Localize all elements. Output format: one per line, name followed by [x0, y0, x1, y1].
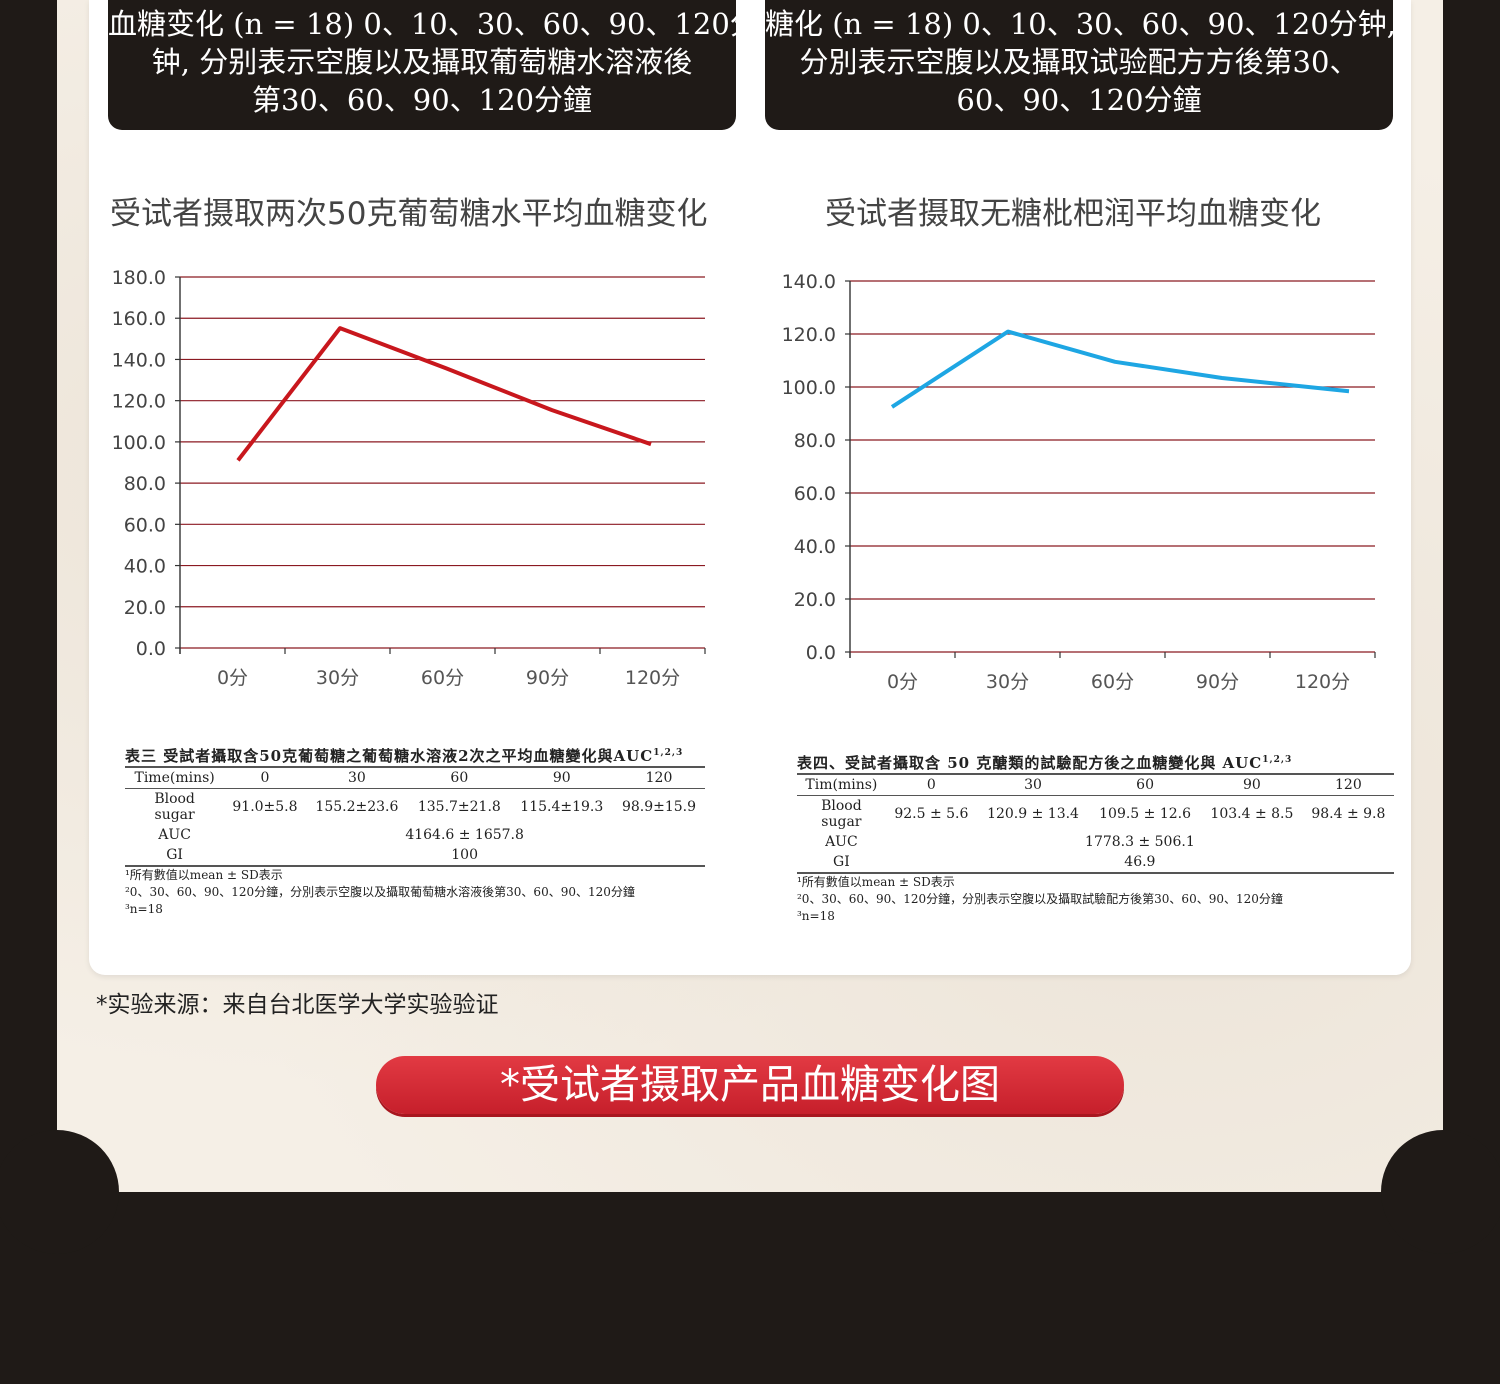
left-ytick-label: 40.0 [124, 556, 166, 578]
left-header-line-2: 钟, 分别表示空腹以及攝取葡萄糖水溶液後 [151, 45, 693, 79]
right-header-line-3: 60、90、120分鐘 [956, 83, 1202, 117]
right-footnote-1: ¹所有數值以mean ± SD表示 [797, 875, 955, 889]
left-table-caption-text: 表三 受試者攝取含50克葡萄糖之葡萄糖水溶液2次之平均血糖變化與AUC [125, 747, 654, 765]
right-th-30: 30 [977, 773, 1090, 796]
left-blood-label-2: sugar [154, 807, 195, 823]
left-xtick-label: 60分 [421, 667, 464, 689]
right-row-label-gi: GI [797, 852, 886, 874]
right-ytick-label: 140.0 [782, 271, 836, 293]
left-header-box: 血糖变化 (n = 18) 0、10、30、60、90、120分 钟, 分别表示… [108, 0, 759, 130]
left-ytick-label: 100.0 [112, 432, 166, 454]
source-note: *实验来源：来自台北医学大学实验验证 [96, 992, 499, 1018]
right-bs-90: 103.4 ± 8.5 [1210, 806, 1294, 822]
left-table-caption-sup: 1,2,3 [653, 748, 684, 758]
left-ytick-label: 160.0 [112, 308, 166, 330]
right-table-caption-sup: 1,2,3 [1262, 755, 1293, 765]
right-th-60: 60 [1089, 773, 1202, 796]
left-th-120: 120 [613, 766, 705, 789]
right-ytick-label: 80.0 [794, 430, 836, 452]
right-table-caption: 表四、受試者攝取含 50 克醣類的試驗配方後之血糖變化與 AUC1,2,3 [797, 752, 1394, 773]
right-xtick-label: 30分 [986, 671, 1029, 693]
left-header-line-3: 第30、60、90、120分鐘 [251, 83, 593, 117]
right-row-label-auc: AUC [825, 834, 858, 850]
right-xtick-label: 120分 [1295, 671, 1350, 693]
left-ytick-label: 140.0 [112, 349, 166, 371]
right-header-line-1: 糖化 (n = 18) 0、10、30、60、90、120分钟, [765, 7, 1397, 41]
left-xtick-label: 90分 [526, 667, 569, 689]
left-th-90: 90 [510, 766, 613, 789]
left-ytick-label: 180.0 [112, 267, 166, 289]
left-ytick-label: 0.0 [136, 638, 166, 660]
left-table: Time(mins) 0 30 60 90 120 Blood sugar 91.… [125, 766, 705, 867]
left-bs-120: 98.9±15.9 [621, 799, 697, 815]
left-th-30: 30 [305, 766, 409, 789]
left-xtick-label: 120分 [625, 667, 680, 689]
right-ytick-label: 120.0 [782, 324, 836, 346]
right-bs-0: 92.5 ± 5.6 [894, 806, 969, 822]
left-auc-value: 4164.6 ± 1657.8 [405, 827, 524, 843]
corner-notch-right [1381, 1130, 1500, 1254]
left-ytick-label: 20.0 [124, 597, 166, 619]
left-bs-90: 115.4±19.3 [520, 799, 604, 815]
right-auc-value: 1778.3 ± 506.1 [1085, 834, 1195, 850]
right-th-0: 0 [885, 773, 977, 796]
right-xtick-label: 0分 [887, 671, 918, 693]
right-table-caption-text: 表四、受試者攝取含 50 克醣類的試驗配方後之血糖變化與 AUC [797, 754, 1263, 772]
left-row-label-auc: AUC [158, 827, 191, 843]
left-footnote-2: ²0、30、60、90、120分鐘，分別表示空腹以及攝取葡萄糖水溶液後第30、6… [125, 885, 635, 899]
corner-notch-left [0, 1130, 119, 1254]
left-footnote-1: ¹所有數值以mean ± SD表示 [125, 868, 283, 882]
left-row-label-blood-sugar: Blood sugar [125, 789, 224, 826]
right-header-box: 糖化 (n = 18) 0、10、30、60、90、120分钟, 分別表示空腹以… [765, 0, 1397, 130]
right-th-time: Tim(mins) [797, 773, 886, 796]
bottom-dark-band [0, 1192, 1500, 1384]
left-th-0: 0 [224, 766, 306, 789]
content-card [89, 0, 1411, 975]
right-th-120: 120 [1302, 773, 1394, 796]
left-chart-title: 受试者摄取两次50克葡萄糖水平均血糖变化 [110, 196, 708, 232]
left-ytick-label: 80.0 [124, 473, 166, 495]
left-table-caption: 表三 受試者攝取含50克葡萄糖之葡萄糖水溶液2次之平均血糖變化與AUC1,2,3 [125, 745, 705, 766]
right-header-line-2: 分別表示空腹以及攝取试验配方方後第30、 [799, 45, 1359, 79]
right-bs-120: 98.4 ± 9.8 [1311, 806, 1386, 822]
left-bs-30: 155.2±23.6 [315, 799, 399, 815]
left-ytick-label: 60.0 [124, 514, 166, 536]
left-data-table: 表三 受試者攝取含50克葡萄糖之葡萄糖水溶液2次之平均血糖變化與AUC1,2,3… [125, 745, 705, 918]
left-footnote-3: ³n=18 [125, 902, 163, 916]
left-bs-60: 135.7±21.8 [417, 799, 501, 815]
right-ytick-label: 0.0 [806, 642, 836, 664]
right-xtick-label: 90分 [1196, 671, 1239, 693]
left-gi-value: 100 [224, 845, 705, 867]
right-bs-60: 109.5 ± 12.6 [1099, 806, 1192, 822]
left-xtick-label: 0分 [217, 667, 248, 689]
right-ytick-label: 40.0 [794, 536, 836, 558]
right-chart-title: 受试者摄取无糖枇杷润平均血糖变化 [825, 196, 1321, 232]
right-gi-value: 46.9 [885, 852, 1394, 874]
right-footnote-2: ²0、30、60、90、120分鐘，分別表示空腹以及攝取試驗配方後第30、60、… [797, 892, 1283, 906]
left-row-label-gi: GI [125, 845, 225, 867]
left-xtick-label: 30分 [316, 667, 359, 689]
right-footnote-3: ³n=18 [797, 909, 835, 923]
left-th-time: Time(mins) [125, 766, 225, 789]
left-blood-label-1: Blood [154, 791, 195, 807]
right-xtick-label: 60分 [1091, 671, 1134, 693]
right-row-label-blood-sugar: Blood sugar [797, 796, 886, 833]
right-blood-label-1: Blood [821, 798, 862, 814]
right-bs-30: 120.9 ± 13.4 [987, 806, 1079, 822]
right-data-table: 表四、受試者攝取含 50 克醣類的試驗配方後之血糖變化與 AUC1,2,3 Ti… [797, 752, 1394, 925]
right-th-90: 90 [1201, 773, 1303, 796]
left-series-line [236, 326, 652, 462]
right-series-line [890, 329, 1350, 409]
left-bs-0: 91.0±5.8 [232, 799, 298, 815]
left-th-60: 60 [408, 766, 511, 789]
left-header-line-1: 血糖变化 (n = 18) 0、10、30、60、90、120分 [108, 7, 759, 41]
right-table: Tim(mins) 0 30 60 90 120 Blood sugar 92.5… [797, 773, 1394, 874]
right-ytick-label: 60.0 [794, 483, 836, 505]
right-ytick-label: 20.0 [794, 589, 836, 611]
right-blood-label-2: sugar [821, 814, 862, 830]
banner-label: *受试者摄取产品血糖变化图 [376, 1056, 1124, 1114]
left-ytick-label: 120.0 [112, 391, 166, 413]
right-ytick-label: 100.0 [782, 377, 836, 399]
